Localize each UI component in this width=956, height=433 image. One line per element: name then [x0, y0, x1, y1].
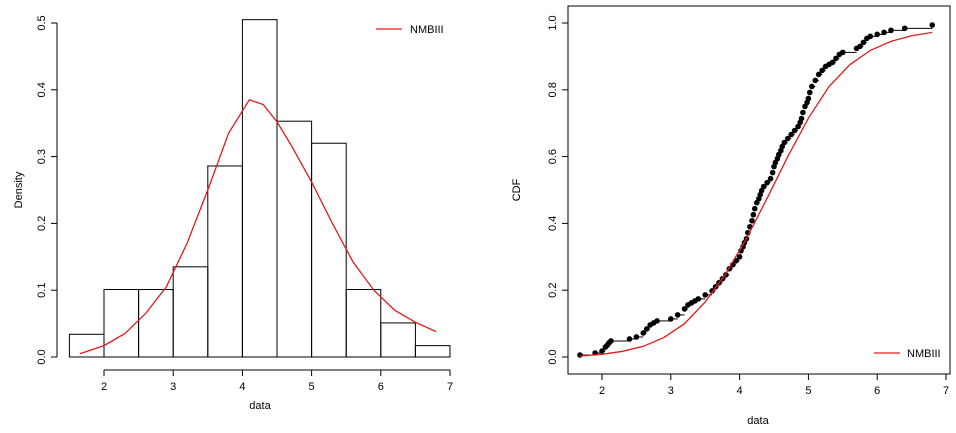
- ecdf-point: [767, 175, 774, 182]
- density-curve: [79, 99, 437, 355]
- x-tick-label: 5: [309, 381, 315, 393]
- ecdf-point: [881, 29, 887, 36]
- y-tick-label: 0.2: [36, 216, 48, 231]
- cdf-curve: [579, 31, 933, 357]
- x-tick-label: 4: [239, 381, 245, 393]
- cdf-y-axis: 0.0 0.2 0.4 0.6 0.8 1.0: [547, 15, 569, 365]
- ecdf-point: [640, 330, 647, 336]
- cdf-x-axis: 2 3 4 5 6 7: [599, 373, 949, 397]
- cdf-legend: NMBIII: [874, 348, 941, 360]
- ecdf-point: [798, 115, 805, 122]
- histogram-bar: [345, 289, 382, 358]
- ecdf-point: [860, 39, 867, 46]
- x-tick-label: 6: [874, 385, 880, 397]
- histogram-bar: [103, 289, 140, 358]
- y-tick-label: 0.8: [547, 82, 559, 97]
- x-tick-label: 5: [805, 385, 811, 397]
- cdf-x-axis-label: data: [747, 415, 769, 427]
- ecdf-point: [769, 169, 776, 176]
- ecdf-point: [857, 43, 863, 50]
- histogram-legend-label: NMBIII: [410, 24, 444, 36]
- y-tick-label: 0.1: [36, 283, 48, 298]
- ecdf-point: [800, 109, 806, 116]
- ecdf-point: [695, 296, 702, 302]
- cdf-y-axis-label: CDF: [511, 178, 523, 201]
- ecdf-point: [577, 352, 583, 358]
- ecdf-point: [626, 336, 633, 342]
- x-tick-label: 3: [170, 381, 176, 393]
- ecdf-point: [809, 83, 815, 90]
- ecdf-point: [681, 306, 688, 312]
- ecdf-point: [840, 49, 846, 56]
- ecdf-point: [829, 59, 836, 66]
- ecdf-point: [674, 312, 681, 318]
- ecdf-point: [784, 135, 791, 142]
- x-tick-label: 3: [668, 385, 674, 397]
- ecdf-point: [791, 127, 798, 134]
- y-tick-label: 1.0: [547, 15, 559, 30]
- y-tick-label: 0.4: [36, 82, 48, 97]
- y-tick-label: 0.0: [36, 349, 48, 364]
- ecdf-point: [736, 253, 743, 260]
- ecdf-point: [806, 89, 813, 96]
- cdf-panel: 2 3 4 5 6 7 0.0 0.2 0.4 0.6 0.8 1.0 data CDF NMBII…: [511, 5, 951, 427]
- y-tick-label: 0.5: [36, 15, 48, 30]
- ecdf-point: [788, 131, 794, 138]
- ecdf-point: [760, 183, 767, 190]
- histogram-bar: [68, 333, 105, 358]
- histogram-y-axis-label: Density: [13, 171, 25, 208]
- x-tick-label: 2: [599, 385, 605, 397]
- ecdf-point: [833, 55, 839, 62]
- ecdf-point: [815, 71, 822, 78]
- ecdf-group: [577, 22, 936, 358]
- histogram-x-axis: 2 3 4 5 6 7: [101, 369, 453, 393]
- ecdf-point: [750, 211, 757, 218]
- ecdf-point: [702, 292, 708, 298]
- ecdf-point: [668, 316, 674, 322]
- ecdf-point: [888, 27, 894, 34]
- y-tick-label: 0.6: [547, 149, 559, 164]
- ecdf-point: [874, 31, 880, 38]
- x-tick-label: 7: [447, 381, 453, 393]
- cdf-curve-group: [579, 31, 933, 357]
- ecdf-point: [929, 22, 936, 28]
- ecdf-point: [819, 67, 825, 74]
- ecdf-point: [805, 95, 812, 102]
- ecdf-point: [599, 348, 605, 354]
- histogram-bar: [207, 165, 243, 358]
- histogram-bins: [68, 19, 451, 358]
- histogram-panel: 2 3 4 5 6 7 0.0 0.1 0.2 0.3 0.4 0.5 data Density N…: [13, 15, 453, 412]
- ecdf-point: [643, 326, 650, 332]
- histogram-bar: [414, 345, 451, 358]
- density-curve-group: [79, 99, 437, 355]
- histogram-bar: [380, 322, 416, 358]
- y-tick-label: 0.4: [547, 216, 559, 231]
- ecdf-point: [654, 318, 660, 324]
- y-tick-label: 0.0: [547, 349, 559, 364]
- ecdf-point: [608, 338, 614, 344]
- histogram-y-axis: 0.0 0.1 0.2 0.3 0.4 0.5: [36, 15, 58, 365]
- x-tick-label: 2: [101, 381, 107, 393]
- ecdf-point: [633, 334, 640, 340]
- histogram-x-axis-label: data: [249, 400, 271, 412]
- ecdf-point: [749, 217, 755, 224]
- x-tick-label: 4: [737, 385, 743, 397]
- ecdf-point: [751, 205, 758, 212]
- ecdf-point: [764, 179, 770, 186]
- histogram-bar: [172, 266, 209, 358]
- cdf-legend-label: NMBIII: [907, 348, 941, 360]
- ecdf-point: [781, 139, 788, 146]
- y-tick-label: 0.3: [36, 149, 48, 164]
- ecdf-point: [812, 77, 819, 84]
- histogram-bar: [241, 19, 278, 358]
- histogram-bar: [311, 142, 347, 358]
- x-tick-label: 6: [378, 381, 384, 393]
- histogram-bar: [276, 120, 313, 358]
- y-tick-label: 0.2: [547, 283, 559, 298]
- ecdf-point: [901, 25, 908, 32]
- x-tick-label: 7: [943, 385, 949, 397]
- ecdf-point: [867, 33, 874, 40]
- histogram-legend: NMBIII: [376, 24, 444, 36]
